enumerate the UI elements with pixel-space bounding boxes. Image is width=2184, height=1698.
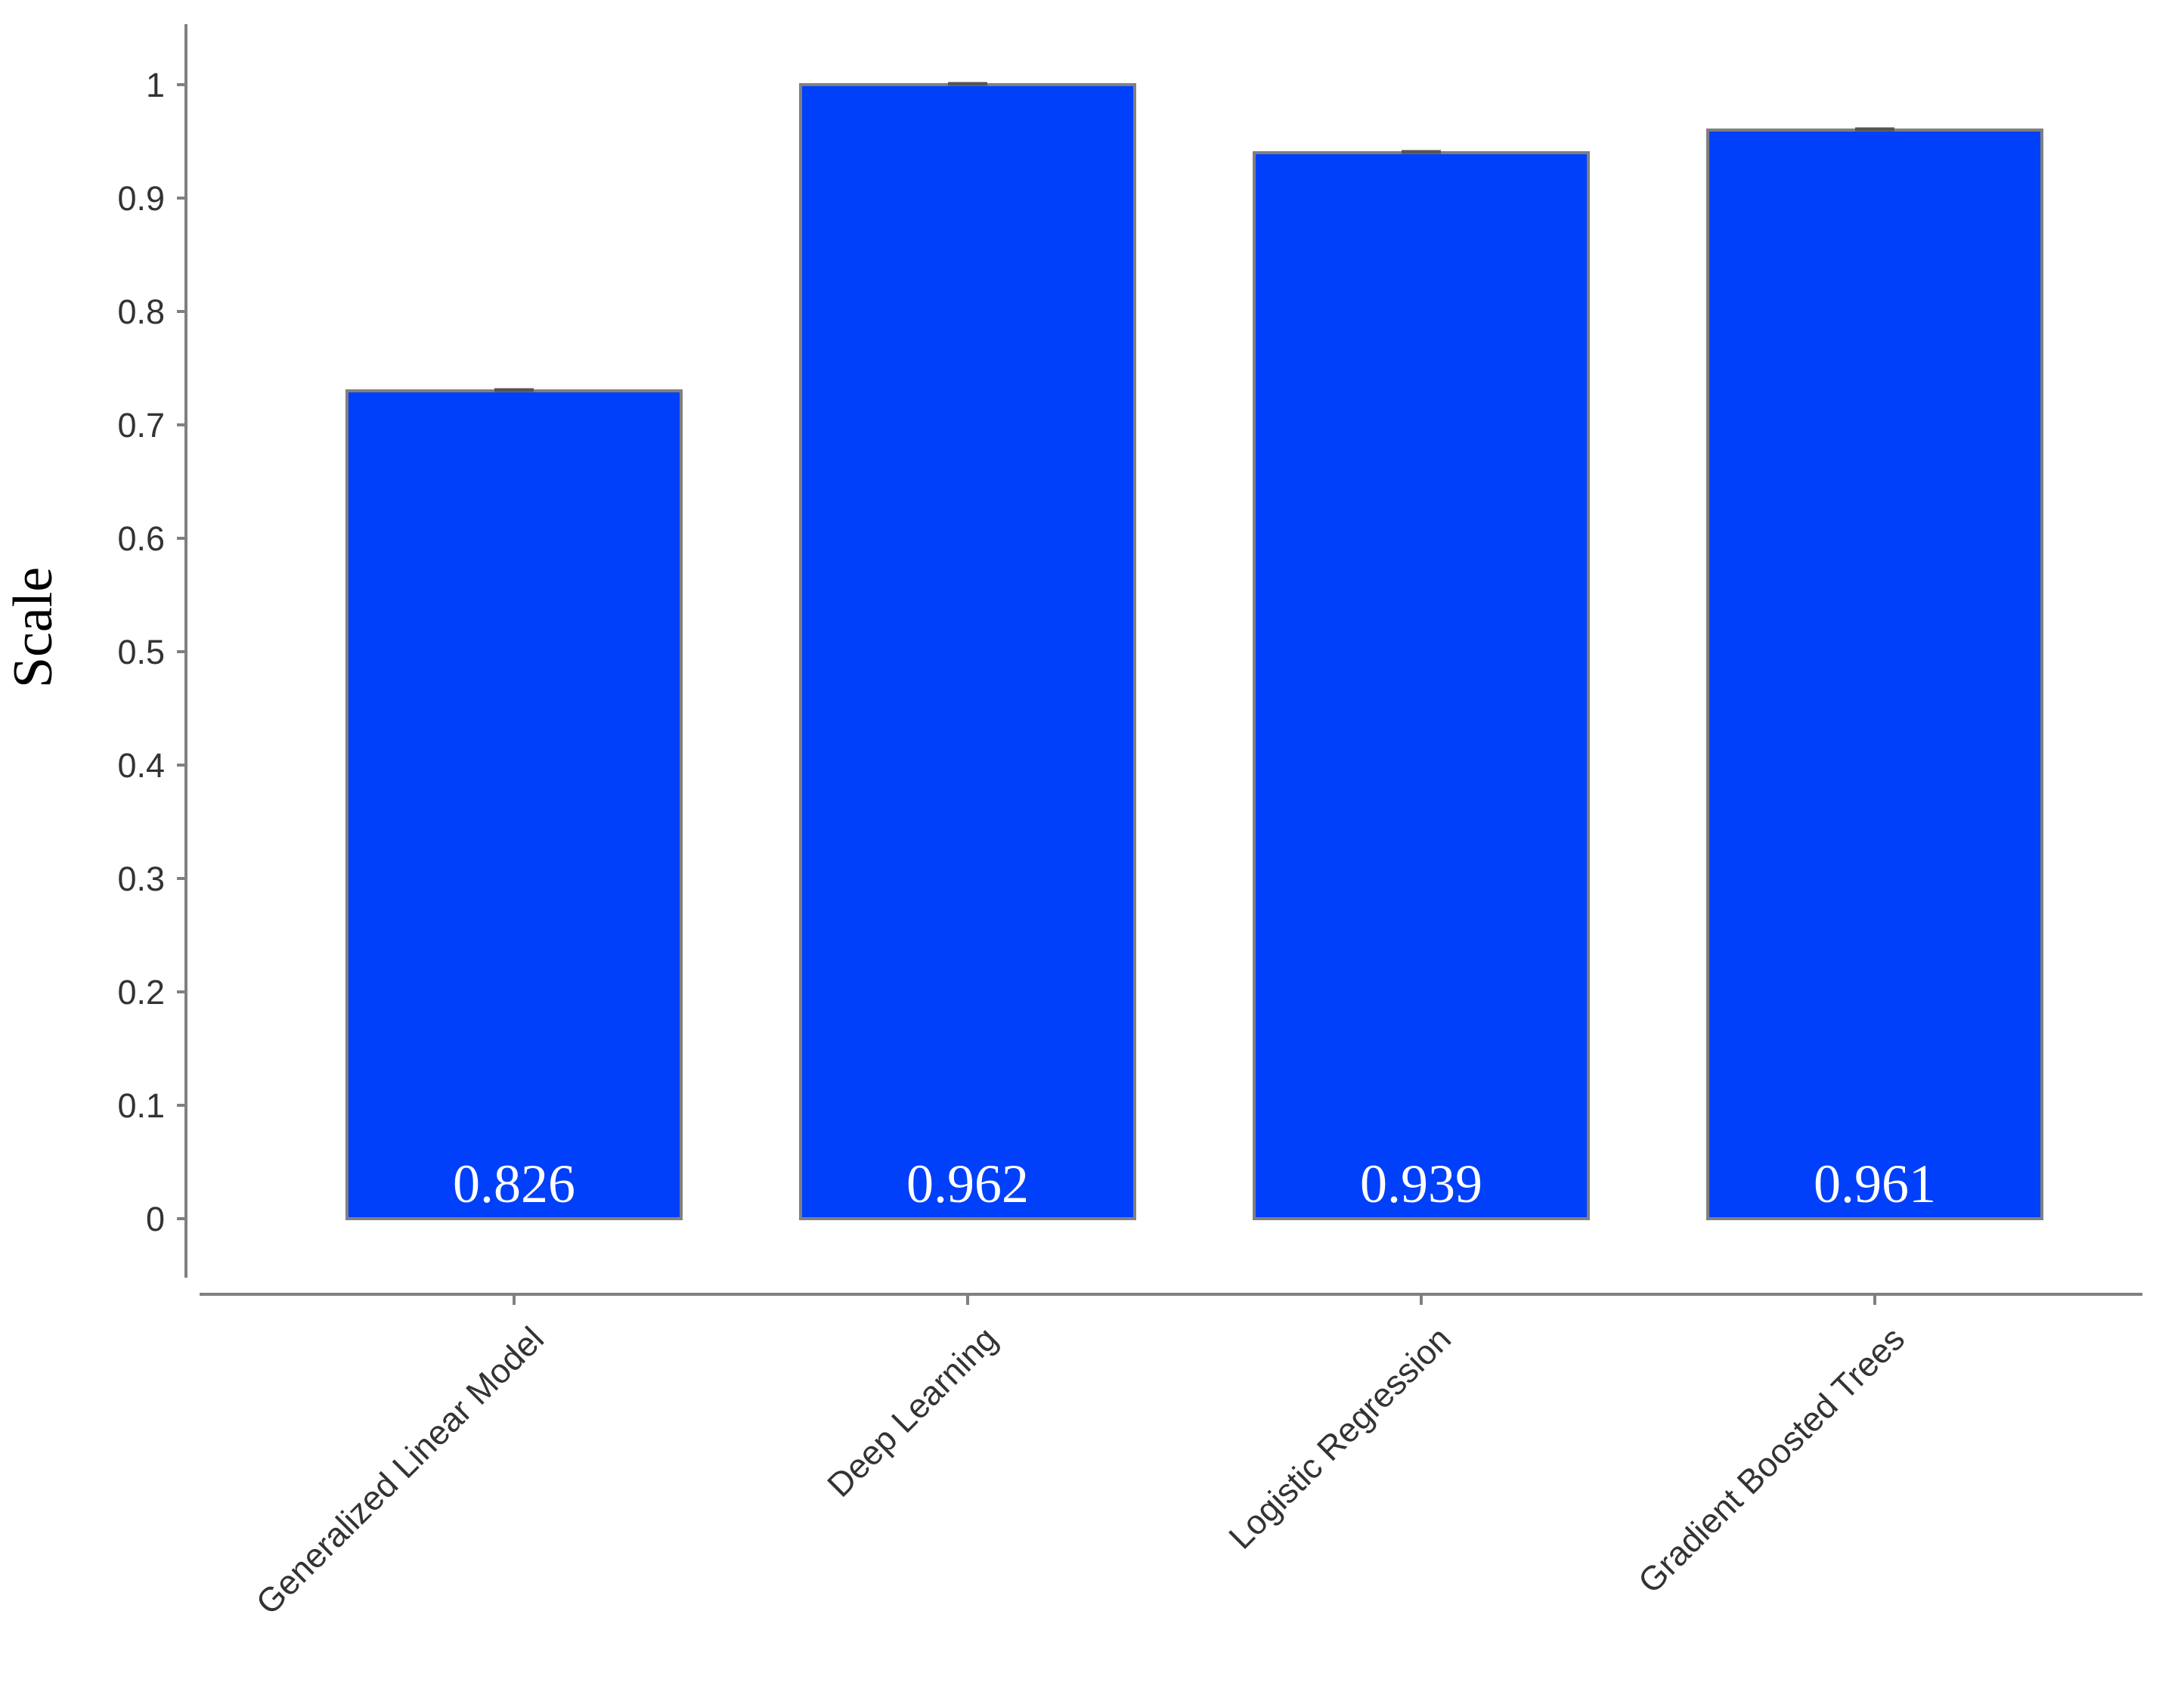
- y-tick-label: 0.3: [117, 860, 165, 898]
- bars: [345, 82, 2043, 1220]
- x-tick-label: Generalized Linear Model: [249, 1319, 551, 1622]
- x-tick-label: Logistic Regression: [1221, 1319, 1458, 1557]
- y-axis-title: Scale: [2, 567, 64, 688]
- data-label: 0.939: [1360, 1154, 1482, 1214]
- y-tick-label: 0.9: [117, 179, 165, 218]
- y-tick-label: 0: [146, 1200, 165, 1238]
- axes: 0 0.1 0.2 0.3 0.4 0.5 0.6 0.7 0.8 0.9 1: [117, 24, 2142, 1305]
- y-tick-label: 0.2: [117, 973, 165, 1012]
- y-tick-label: 0.1: [117, 1086, 165, 1125]
- x-tick-label: Deep Learning: [819, 1319, 1005, 1504]
- y-tick-label: 0.7: [117, 406, 165, 445]
- y-tick-label: 0.5: [117, 633, 165, 671]
- bar: [1706, 129, 2043, 1220]
- data-label: 0.962: [906, 1154, 1029, 1214]
- y-tick-label: 0.6: [117, 519, 165, 558]
- data-label: 0.961: [1814, 1154, 1936, 1214]
- data-label: 0.826: [453, 1154, 575, 1214]
- bar: [799, 83, 1136, 1220]
- bar: [345, 389, 683, 1220]
- labels: 0.826 Generalized Linear Model 0.962 Deep L…: [249, 1154, 1936, 1622]
- x-tick-label: Gradient Boosted Trees: [1631, 1319, 1912, 1600]
- bar: [1253, 151, 1590, 1220]
- y-tick-label: 0.8: [117, 293, 165, 331]
- y-tick-label: 0.4: [117, 746, 165, 785]
- y-tick-label: 1: [146, 66, 165, 104]
